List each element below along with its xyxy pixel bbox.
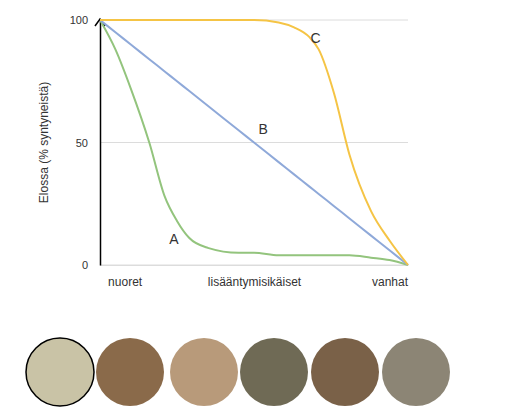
grid-line [100, 265, 408, 266]
x-tick: lisääntymisikäiset [208, 265, 302, 289]
series-line [100, 20, 408, 265]
y-tick-label: 50 [76, 137, 88, 149]
y-axis: 0 50 100 [70, 14, 101, 271]
x-tick-label: lisääntymisikäiset [208, 275, 302, 289]
photo [311, 338, 379, 406]
curve-label: A [169, 231, 179, 247]
x-tick: vanhat [372, 265, 409, 289]
x-axis: nuoret lisääntymisikäiset vanhat [101, 265, 409, 289]
photo [382, 338, 450, 406]
y-tick-label: 0 [82, 259, 88, 271]
y-tick: 50 [76, 137, 100, 149]
y-axis-line [100, 21, 102, 266]
grid [100, 20, 408, 265]
annotations: A B C [169, 30, 320, 247]
photo-row [26, 338, 450, 406]
x-tick: nuoret [108, 265, 143, 289]
x-tick-label: vanhat [372, 275, 409, 289]
y-axis-title: Elossa (% syntyneistä) [37, 82, 51, 203]
series-line [100, 20, 408, 265]
y-tick-label: 100 [70, 14, 88, 26]
photo [240, 338, 308, 406]
chart: nuoret lisääntymisikäiset vanhat 0 50 100 Elos… [0, 0, 506, 419]
y-tick: 0 [82, 259, 100, 271]
series-line [100, 20, 408, 265]
photo [96, 338, 164, 406]
x-tick-label: nuoret [108, 275, 143, 289]
x-axis-line [101, 265, 409, 266]
lines [100, 20, 408, 265]
curve-label: B [259, 121, 268, 137]
curve-label: C [311, 30, 321, 46]
photo [26, 338, 94, 406]
photo [170, 338, 238, 406]
